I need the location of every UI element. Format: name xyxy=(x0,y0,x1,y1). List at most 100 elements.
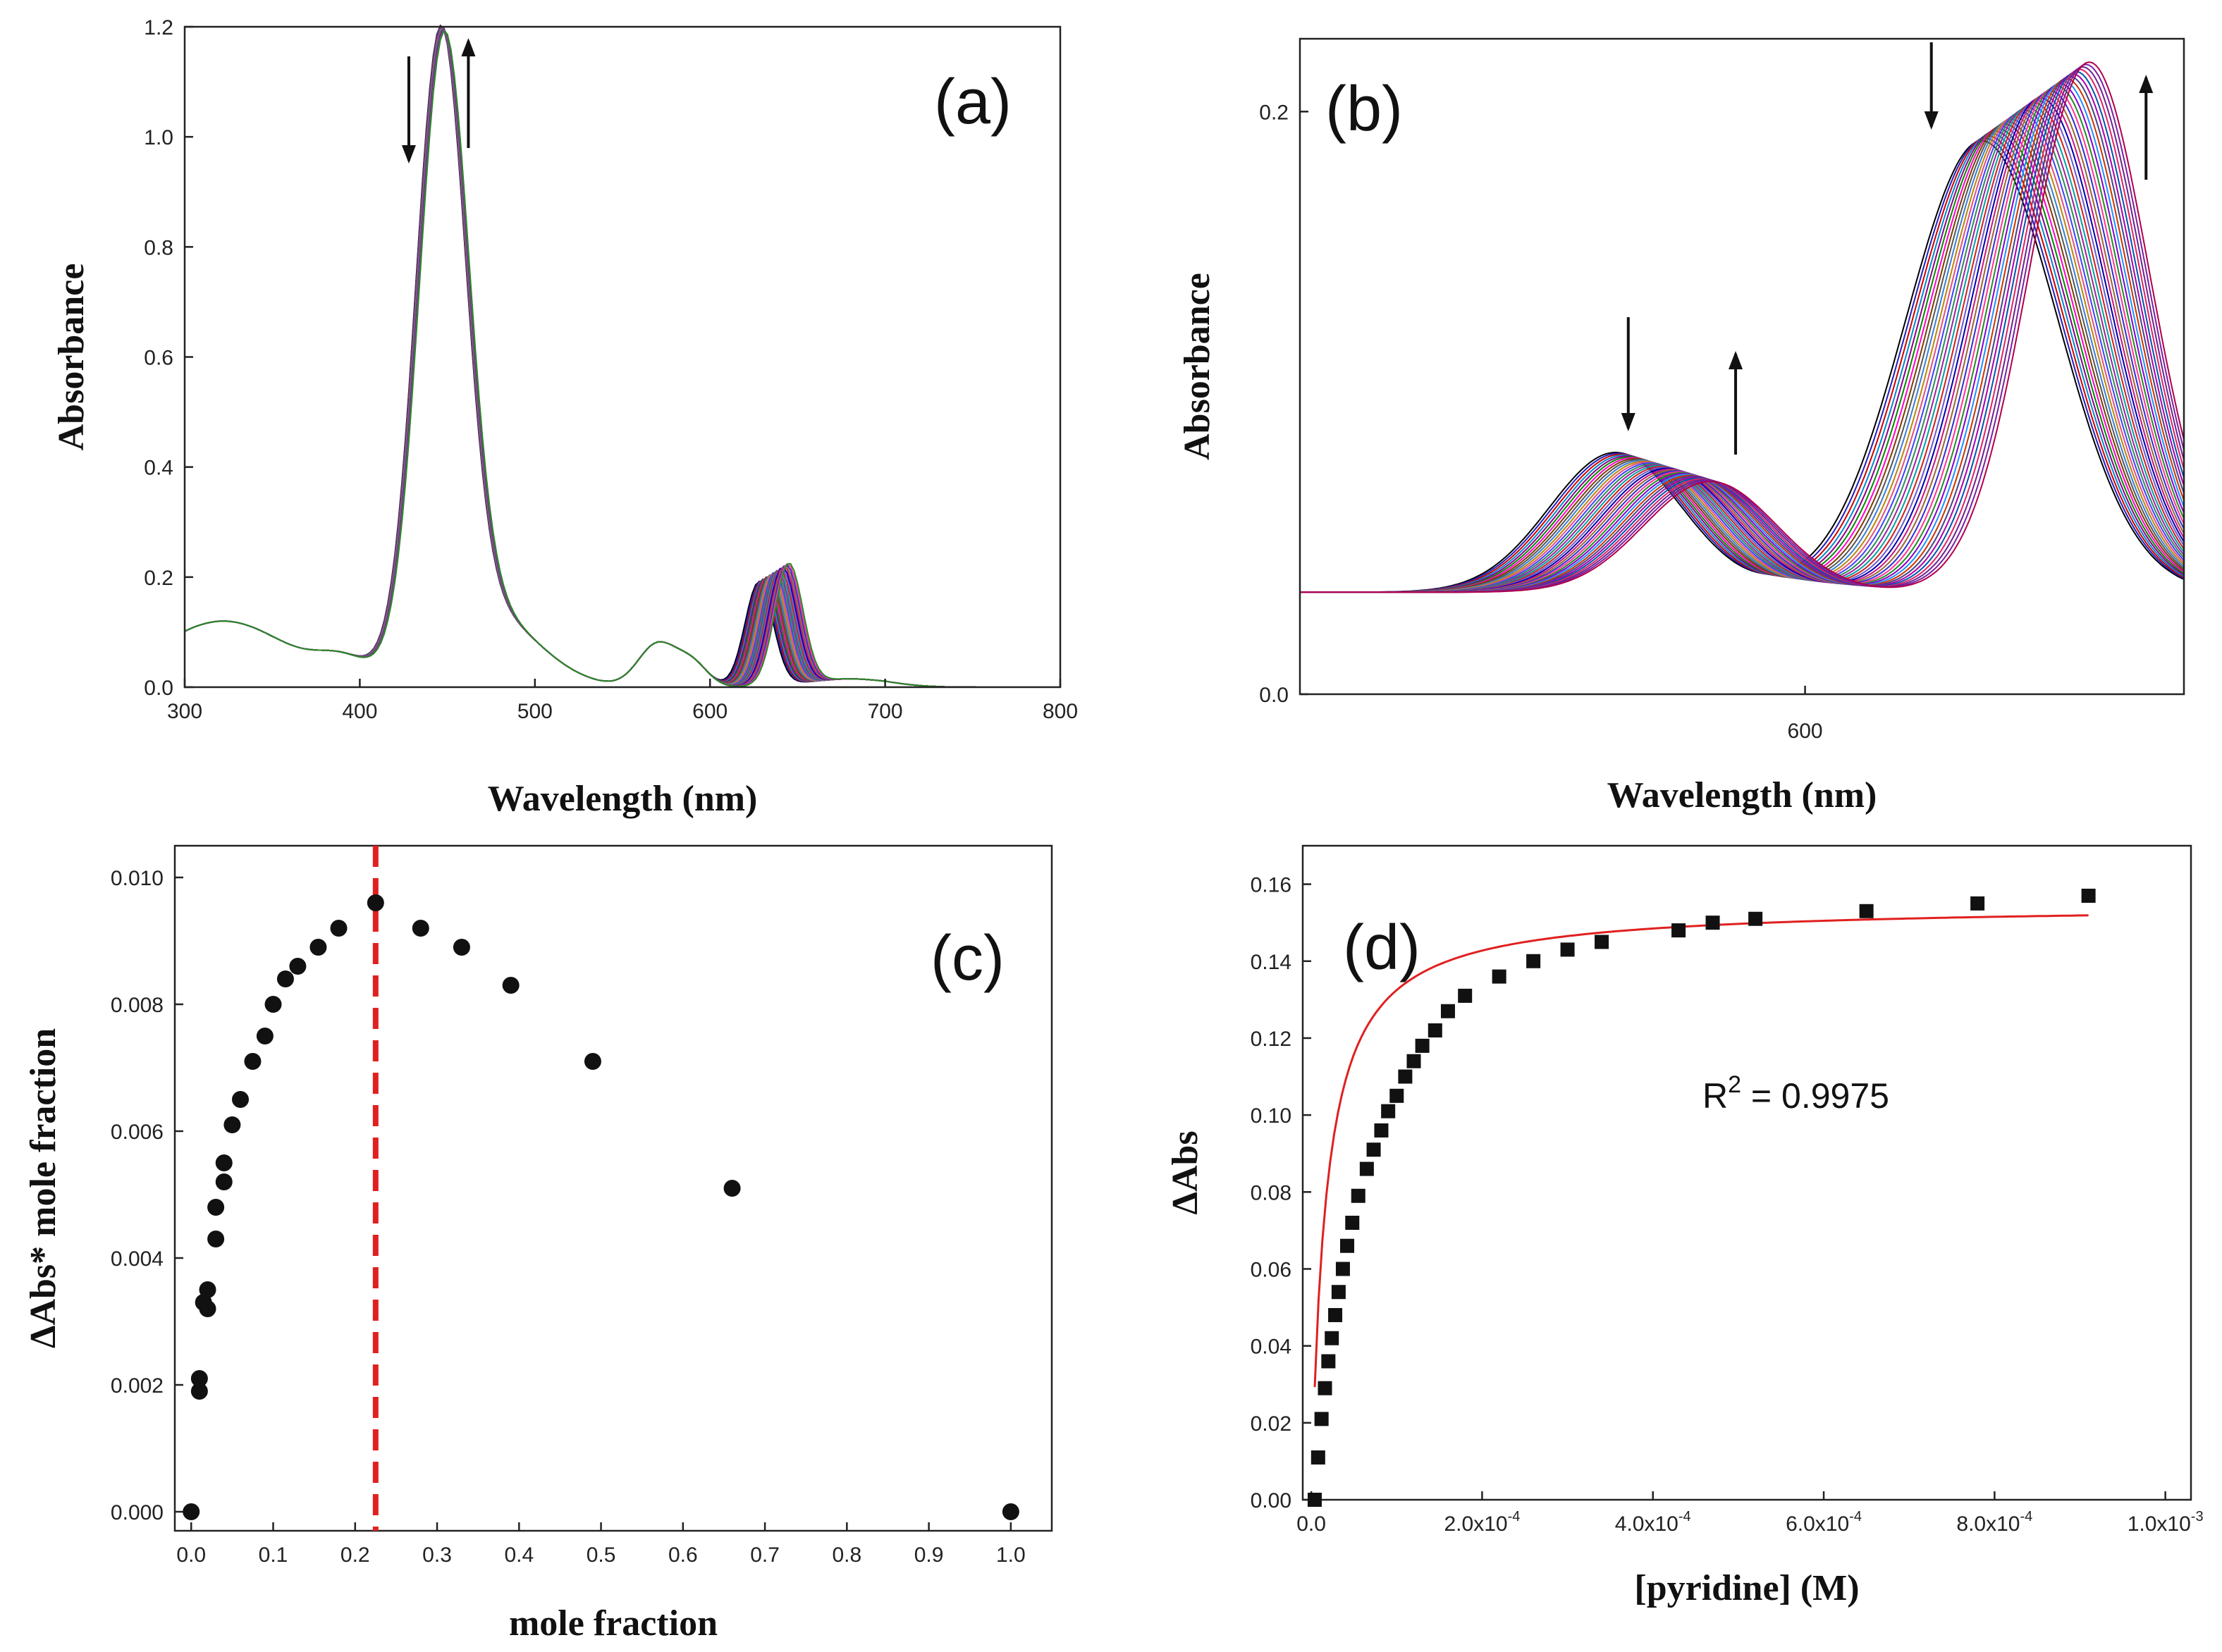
spectrum-line xyxy=(184,27,998,688)
spectrum-line xyxy=(184,27,998,688)
data-point xyxy=(1321,1354,1336,1369)
data-point xyxy=(1526,954,1541,968)
arrow-head xyxy=(1924,111,1939,130)
x-tick-label: 0.4 xyxy=(504,1543,534,1567)
data-point xyxy=(1595,935,1609,949)
y-tick-label: 0.06 xyxy=(1251,1258,1291,1281)
panel-b: 0.0 0.2 600 Wavelength (nm) Absorbance (b) xyxy=(1177,37,2185,815)
data-point xyxy=(1859,904,1874,918)
y-axis-title: Absorbance xyxy=(51,264,92,451)
x-tick-label: 2.0x10-4 xyxy=(1444,1509,1520,1536)
data-point xyxy=(1398,1069,1413,1084)
x-tick-label: 700 xyxy=(868,700,903,723)
data-point xyxy=(276,970,294,987)
spectrum-line xyxy=(184,27,998,688)
x-tick-label: 0.6 xyxy=(668,1543,698,1567)
data-point xyxy=(330,920,348,937)
y-tick-label: 0.010 xyxy=(111,867,164,890)
spectrum-line xyxy=(184,24,998,688)
y-tick-label: 0.6 xyxy=(144,347,173,370)
data-point xyxy=(1311,1450,1325,1465)
data-point xyxy=(244,1053,262,1070)
data-point xyxy=(1381,1104,1396,1118)
x-tick-label: 400 xyxy=(342,700,377,723)
arrow-head xyxy=(461,38,476,56)
x-tick-label: 0.8 xyxy=(832,1543,861,1567)
spectrum-line xyxy=(184,30,998,688)
spectrum-line xyxy=(184,27,998,688)
arrow-head xyxy=(2139,75,2154,93)
data-point xyxy=(1440,1004,1455,1018)
data-point xyxy=(1307,1493,1322,1507)
data-point xyxy=(1389,1088,1404,1103)
x-tick-label: 0.0 xyxy=(1296,1512,1326,1536)
y-tick-label: 0.000 xyxy=(111,1501,164,1524)
spectrum-line xyxy=(184,27,998,688)
y-tick-label: 0.04 xyxy=(1251,1336,1291,1359)
x-tick-label: 600 xyxy=(1788,720,1823,743)
data-point xyxy=(1748,911,1763,926)
data-point xyxy=(199,1300,216,1317)
spectrum-line xyxy=(184,27,998,688)
y-tick-label: 0.8 xyxy=(144,236,173,259)
y-tick-label: 0.02 xyxy=(1251,1412,1291,1436)
data-point xyxy=(1002,1503,1019,1520)
data-point xyxy=(1705,916,1720,930)
panel-c: 0.000 0.002 0.004 0.006 0.008 0.010 0.0 0.1 0.2 0… xyxy=(23,844,1053,1644)
x-axis-title: Wavelength (nm) xyxy=(488,779,758,819)
spectrum-line xyxy=(184,27,998,688)
data-point xyxy=(1366,1142,1381,1157)
y-axis-title: ΔAbs* mole fraction xyxy=(23,1028,63,1348)
y-tick-label: 0.16 xyxy=(1251,874,1291,897)
x-tick-label: 4.0x10-4 xyxy=(1615,1509,1691,1536)
x-axis-title: [pyridine] (M) xyxy=(1634,1568,1859,1608)
panel-d: 0.00 0.02 0.04 0.06 0.08 0.10 0.12 0.14 0.16 0.0 2… xyxy=(1165,844,2204,1608)
plot-frame xyxy=(183,25,1062,689)
data-point xyxy=(1415,1038,1430,1053)
y-tick-label: 0.2 xyxy=(144,567,173,590)
y-tick-label: 0.4 xyxy=(144,457,173,480)
arrow-head xyxy=(1729,351,1743,369)
data-point xyxy=(190,1383,208,1400)
x-tick-label: 0.1 xyxy=(259,1543,288,1567)
data-point xyxy=(309,939,327,956)
spectrum-line xyxy=(184,28,998,688)
y-tick-label: 0.2 xyxy=(1259,101,1289,124)
plot-frame xyxy=(1301,844,2192,1501)
panel-label: (b) xyxy=(1325,74,1403,144)
y-tick-label: 0.0 xyxy=(144,677,173,700)
data-point xyxy=(1560,942,1575,957)
x-tick-label: 8.0x10-4 xyxy=(1956,1509,2032,1536)
spectrum-line xyxy=(184,29,998,688)
data-point xyxy=(1318,1381,1332,1395)
data-point xyxy=(1325,1331,1339,1345)
data-point xyxy=(412,920,429,937)
spectrum-line xyxy=(184,28,998,688)
spectrum-line xyxy=(1300,61,2185,593)
y-tick-label: 1.0 xyxy=(144,126,173,149)
x-tick-label: 1.0 xyxy=(996,1543,1026,1567)
spectrum-line xyxy=(1300,106,2185,593)
panel-label: (d) xyxy=(1343,913,1420,983)
y-tick-label: 0.14 xyxy=(1251,951,1291,974)
panel-a: 0.0 0.2 0.4 0.6 0.8 1.0 1.2 300 400 500 600 700 800 W… xyxy=(51,16,1078,819)
spectrum-line xyxy=(184,28,998,688)
spectrum-line xyxy=(184,27,998,688)
data-point xyxy=(190,1370,208,1387)
y-tick-label: 0.002 xyxy=(111,1374,164,1398)
r-squared-label: R2 = 0.9975 xyxy=(1702,1071,1889,1116)
x-tick-label: 0.3 xyxy=(422,1543,452,1567)
y-tick-label: 0.0 xyxy=(1259,684,1289,707)
x-tick-label: 0.7 xyxy=(750,1543,780,1567)
x-tick-label: 800 xyxy=(1043,700,1078,723)
data-point xyxy=(1340,1238,1354,1253)
x-tick-label: 1.0x10-3 xyxy=(2128,1509,2204,1536)
data-point xyxy=(207,1231,225,1247)
spectrum-line xyxy=(184,25,998,688)
y-tick-label: 0.008 xyxy=(111,994,164,1017)
spectrum-line xyxy=(184,26,998,688)
fit-curve xyxy=(1313,914,2089,1388)
y-tick-label: 0.08 xyxy=(1251,1181,1291,1204)
data-point xyxy=(1314,1412,1329,1426)
data-point xyxy=(1335,1262,1350,1276)
